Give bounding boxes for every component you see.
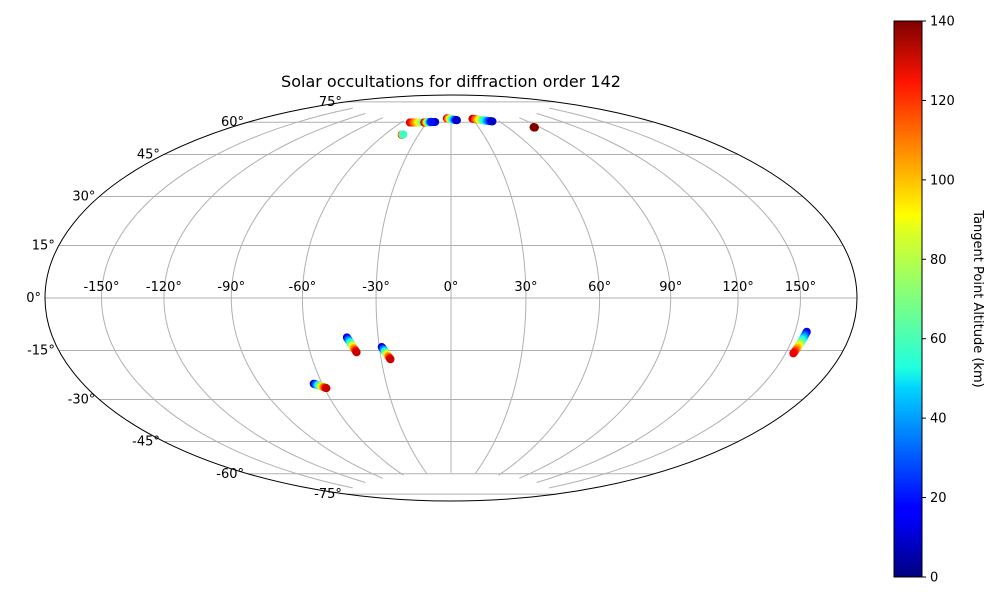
colorbar-tick-label: 20: [930, 491, 947, 506]
lon-gridline: [163, 113, 366, 483]
lat-tick-label: 45°: [137, 147, 160, 162]
lon-gridline: [100, 107, 353, 489]
lon-gridline: [301, 120, 404, 476]
colorbar-ticks: 0 20 40 60 80 100 120 140: [922, 15, 955, 586]
lon-gridline: [375, 122, 428, 474]
lon-gridline: [230, 117, 383, 479]
lat-tick-label: -15°: [27, 344, 55, 359]
lat-tick-label: -60°: [216, 467, 244, 482]
lon-tick-label: -30°: [362, 280, 390, 295]
data-point: [452, 116, 461, 125]
data-point: [488, 117, 497, 126]
colorbar-gradient: [893, 20, 923, 578]
lon-tick-label: -120°: [146, 280, 182, 295]
data-point: [322, 384, 331, 393]
tick-labels: -150° -120° -90° -60° -30° 0° 30° 60° 90° 120° 150…: [26, 95, 816, 502]
lon-gridline: [474, 122, 527, 474]
lat-tick-label: 60°: [221, 115, 244, 130]
lon-tick-label: 150°: [785, 280, 816, 295]
lon-tick-label: -60°: [289, 280, 317, 295]
colorbar: 0 20 40 60 80 100 120 140 Tangent Point Altitud…: [893, 15, 985, 586]
lon-tick-label: 60°: [588, 280, 611, 295]
map-boundary: [44, 94, 858, 502]
data-point: [789, 349, 798, 358]
lat-tick-label: 0°: [26, 291, 41, 306]
data-points: [309, 114, 811, 393]
lon-gridline: [549, 107, 802, 489]
colorbar-tick-label: 140: [930, 15, 955, 30]
lat-tick-label: 15°: [32, 238, 55, 253]
graticule: [44, 94, 858, 502]
lat-tick-label: -45°: [132, 435, 160, 450]
lon-gridline: [498, 120, 601, 476]
colorbar-tick-label: 80: [930, 253, 947, 268]
data-point: [529, 123, 538, 132]
lon-tick-label: -90°: [217, 280, 245, 295]
data-point: [352, 348, 361, 357]
data-point: [386, 355, 395, 364]
lon-tick-label: 90°: [659, 280, 682, 295]
colorbar-label: Tangent Point Altitude (km): [970, 209, 985, 387]
lat-tick-label: 75°: [319, 95, 342, 110]
lon-gridline: [536, 113, 739, 483]
colorbar-tick-label: 120: [930, 94, 955, 109]
lat-tick-label: 30°: [72, 190, 95, 205]
colorbar-tick-label: 0: [930, 571, 938, 586]
lon-tick-label: -150°: [83, 280, 119, 295]
lon-tick-label: 30°: [514, 280, 537, 295]
data-point: [399, 130, 408, 139]
colorbar-tick-label: 100: [930, 173, 955, 188]
lat-tick-label: -30°: [68, 393, 96, 408]
lon-tick-label: 0°: [444, 280, 459, 295]
chart-title: Solar occultations for diffraction order…: [281, 72, 621, 91]
colorbar-tick-label: 40: [930, 412, 947, 427]
lon-gridline: [519, 117, 672, 479]
colorbar-tick-label: 60: [930, 332, 947, 347]
data-point: [427, 117, 436, 126]
lat-tick-label: -75°: [314, 487, 342, 502]
lon-tick-label: 120°: [722, 280, 753, 295]
